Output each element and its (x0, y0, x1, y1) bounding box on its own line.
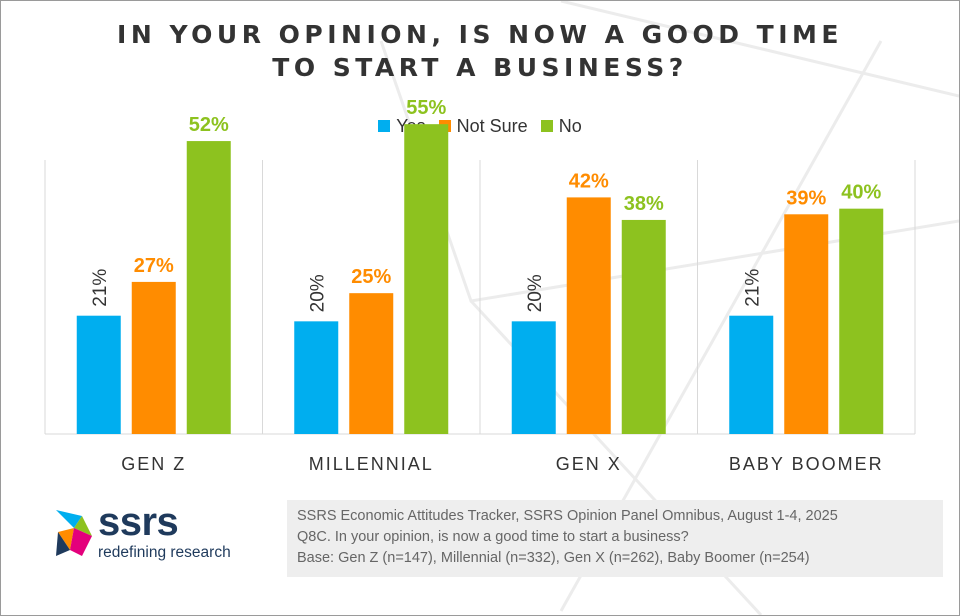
data-label-millennial-not-sure: 25% (351, 266, 391, 288)
legend-swatch-no (540, 120, 553, 132)
data-label-gen-x-no: 38% (624, 193, 664, 215)
bar-baby-boomer-yes (729, 315, 774, 434)
bar-gen-z-yes (76, 315, 121, 434)
data-label-gen-x-yes: 20% (525, 274, 546, 312)
data-label-baby-boomer-not-sure: 39% (786, 187, 826, 209)
source-line-question: Q8C. In your opinion, is now a good time… (297, 529, 689, 545)
data-label-gen-z-not-sure: 27% (134, 255, 174, 277)
data-label-gen-z-no: 52% (189, 114, 229, 136)
bar-millennial-no (404, 124, 449, 435)
source-line-survey: SSRS Economic Attitudes Tracker, SSRS Op… (297, 508, 838, 524)
legend-label-not-sure: Not Sure (456, 116, 528, 136)
ssrs-logo: ssrs redefining research (52, 500, 252, 576)
chart-title-line-1: IN YOUR OPINION, IS NOW A GOOD TIME (117, 20, 843, 49)
bar-baby-boomer-not-sure (784, 214, 829, 434)
data-label-gen-x-not-sure: 42% (569, 170, 609, 192)
source-note: SSRS Economic Attitudes Tracker, SSRS Op… (287, 500, 943, 577)
data-label-millennial-yes: 20% (307, 274, 328, 312)
ssrs-logo-wordmark: ssrs (98, 500, 179, 544)
legend-swatch-yes (378, 120, 391, 132)
bar-gen-z-not-sure (131, 281, 176, 434)
category-label-baby-boomer: BABY BOOMER (729, 454, 884, 474)
ssrs-logo-mark-icon (56, 510, 92, 556)
data-label-gen-z-yes: 21% (90, 269, 111, 307)
category-label-gen-z: GEN Z (121, 454, 186, 474)
bar-millennial-yes (294, 321, 339, 434)
bar-gen-x-not-sure (566, 197, 611, 434)
bar-millennial-not-sure (349, 293, 394, 434)
bar-baby-boomer-no (839, 208, 884, 434)
bar-gen-x-yes (511, 321, 556, 434)
data-label-baby-boomer-no: 40% (841, 182, 881, 204)
data-label-baby-boomer-yes: 21% (742, 269, 763, 307)
bar-gen-z-no (186, 141, 231, 435)
bar-gen-x-no (621, 219, 666, 434)
source-line-base: Base: Gen Z (n=147), Millennial (n=332),… (297, 550, 810, 566)
category-label-gen-x: GEN X (556, 454, 622, 474)
data-label-millennial-no: 55% (406, 97, 446, 119)
legend-item-no: No (540, 116, 582, 137)
legend-label-no: No (558, 116, 582, 136)
ssrs-logo-tagline: redefining research (98, 544, 231, 561)
chart-title-line-2: TO START A BUSINESS? (272, 53, 688, 82)
chart-title: IN YOUR OPINION, IS NOW A GOOD TIME TO S… (0, 18, 960, 84)
category-label-millennial: MILLENNIAL (309, 454, 434, 474)
